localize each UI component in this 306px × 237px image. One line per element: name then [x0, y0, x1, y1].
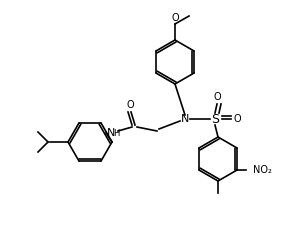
Text: O: O [126, 100, 134, 110]
Text: O: O [213, 92, 221, 102]
Text: S: S [211, 113, 219, 126]
Text: N: N [107, 128, 115, 138]
Text: NO₂: NO₂ [253, 165, 272, 175]
Text: N: N [181, 114, 189, 124]
Text: O: O [233, 114, 241, 124]
Text: H: H [113, 128, 119, 137]
Text: O: O [171, 13, 179, 23]
